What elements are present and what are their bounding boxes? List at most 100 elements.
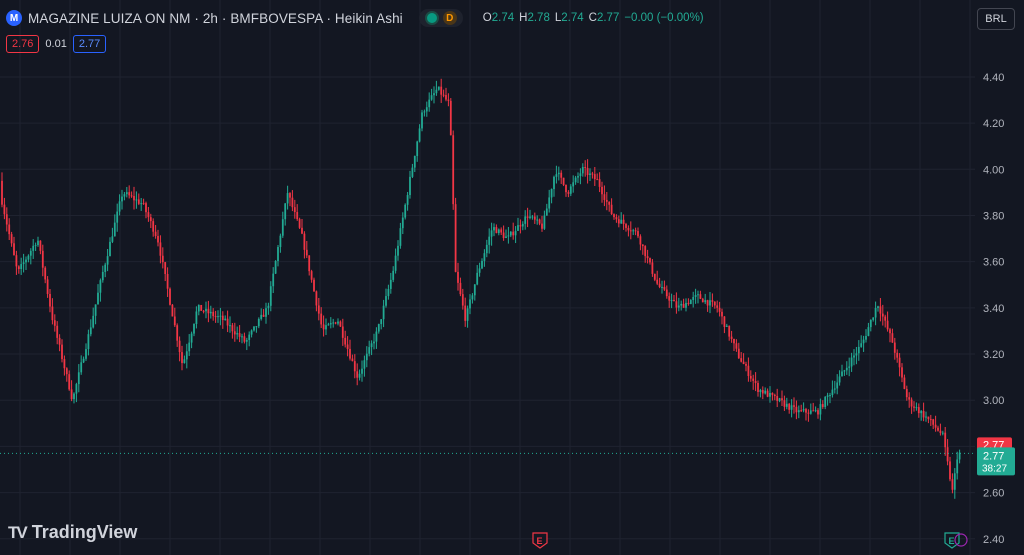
candle-body: [694, 294, 697, 297]
candles: [1, 78, 961, 499]
candle-body: [296, 212, 299, 220]
candle-body: [589, 173, 591, 175]
tradingview-logo[interactable]: TV TradingView: [8, 522, 137, 543]
candle-body: [581, 167, 584, 174]
candle-body: [562, 177, 565, 185]
candle-body: [344, 337, 347, 345]
candle-body: [440, 86, 443, 95]
candle-body: [709, 300, 711, 306]
candle-body: [625, 224, 627, 228]
candle-body: [471, 295, 474, 300]
ask-button[interactable]: 2.77: [72, 35, 107, 53]
bid-button[interactable]: 2.76: [6, 35, 40, 53]
candle-body: [478, 268, 481, 273]
candle-body: [903, 377, 906, 389]
candle-body: [68, 374, 71, 390]
delayed-data-badge[interactable]: D: [442, 11, 457, 25]
candle-body: [845, 367, 848, 371]
candle-body: [574, 177, 577, 183]
candle-body: [776, 396, 779, 401]
candle-body: [747, 365, 750, 376]
candle-body: [517, 225, 519, 231]
candle-body: [447, 99, 450, 101]
candle-body: [569, 186, 572, 194]
candle-body: [329, 323, 332, 325]
status-badges[interactable]: D: [418, 9, 463, 27]
last-price-label: 2.77: [983, 450, 1004, 462]
candle-body: [113, 222, 116, 237]
candle-body: [521, 223, 524, 227]
currency-button[interactable]: BRL: [977, 8, 1015, 30]
candle-body: [519, 225, 522, 227]
candle-body: [267, 305, 270, 309]
candle-body: [725, 325, 728, 327]
candle-body: [13, 243, 15, 256]
candle-body: [255, 326, 258, 328]
candle-body: [128, 192, 131, 196]
candle-body: [279, 235, 282, 248]
candle-body: [140, 203, 143, 205]
candle-body: [274, 260, 277, 274]
candle-body: [908, 397, 911, 400]
candle-body: [46, 279, 49, 294]
candle-body: [418, 128, 421, 142]
candle-body: [749, 375, 752, 379]
candle-body: [461, 294, 464, 306]
candle-body: [922, 411, 925, 418]
candle-body: [214, 316, 217, 318]
candle-body: [764, 390, 767, 394]
candle-body: [205, 308, 207, 312]
ohlc-values: O2.74 H2.78 L2.74 C2.77 −0.00 (−0.00%): [482, 12, 704, 24]
candle-body: [505, 236, 507, 238]
candle-body: [769, 392, 771, 397]
candle-body: [229, 325, 231, 327]
candle-body: [949, 461, 951, 480]
candle-body: [641, 244, 644, 247]
candle-body: [917, 407, 920, 414]
candle-body: [373, 341, 375, 344]
y-tick-label: 3.40: [983, 303, 1004, 315]
candle-body: [891, 333, 894, 343]
candle-body: [149, 217, 152, 222]
quote-row: 2.76 0.01 2.77: [6, 35, 107, 53]
candle-body: [404, 204, 407, 218]
candle-body: [346, 344, 349, 349]
candle-body: [358, 373, 361, 378]
candle-body: [94, 304, 97, 316]
candle-body: [843, 370, 846, 372]
candle-body: [634, 230, 637, 232]
candle-body: [473, 284, 476, 296]
candle-body: [946, 447, 949, 462]
candle-body: [272, 273, 275, 287]
candle-body: [874, 308, 877, 318]
candle-body: [495, 227, 498, 234]
candle-body: [939, 430, 942, 433]
candle-body: [325, 325, 327, 330]
candle-body: [653, 273, 656, 280]
candle-body: [476, 272, 479, 285]
candle-body: [826, 395, 829, 397]
candle-body: [807, 412, 810, 414]
candle-body: [735, 343, 738, 349]
candle-body: [97, 292, 99, 305]
symbol-title[interactable]: MAGAZINE LUIZA ON NM · 2h · BMFBOVESPA ·…: [28, 10, 403, 26]
candle-body: [92, 315, 95, 328]
candle-body: [514, 230, 517, 236]
candle-body: [389, 279, 392, 289]
candle-body: [428, 99, 431, 108]
candle-body: [502, 232, 505, 238]
candle-body: [365, 353, 368, 361]
candle-body: [860, 343, 863, 347]
candle-body: [293, 207, 296, 213]
candle-body: [17, 266, 20, 270]
candle-body: [236, 333, 239, 335]
candle-body: [291, 197, 294, 208]
candle-body: [759, 390, 762, 393]
candle-body: [221, 315, 224, 321]
candle-body: [457, 271, 459, 283]
candle-body: [536, 219, 539, 221]
candle-body: [673, 299, 675, 302]
chart-grid: [0, 0, 975, 555]
y-tick-label: 3.80: [983, 210, 1004, 222]
